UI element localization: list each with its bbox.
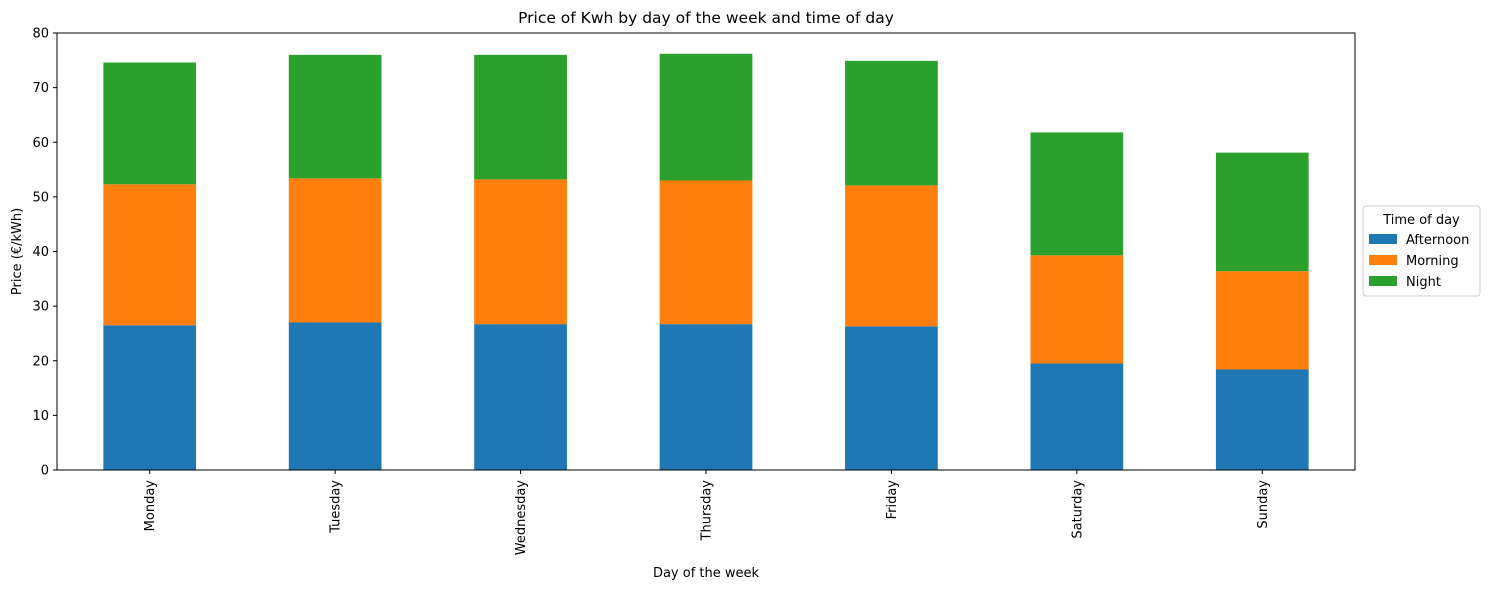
x-tick-label-wednesday: Wednesday: [514, 480, 529, 556]
legend-swatch-night: [1369, 276, 1397, 286]
legend-swatch-morning: [1369, 255, 1397, 265]
y-tick-label: 50: [32, 190, 49, 205]
y-axis-label: Price (€/kWh): [10, 208, 25, 295]
bar-night-saturday: [1030, 132, 1124, 256]
bar-afternoon-tuesday: [288, 322, 382, 470]
y-tick-label: 80: [32, 27, 49, 42]
bar-afternoon-wednesday: [474, 324, 567, 470]
legend-swatch-afternoon: [1369, 234, 1397, 244]
bar-morning-sunday: [1215, 271, 1309, 370]
y-axis: 0 10 20 30 40 50 60 70 80: [32, 27, 57, 479]
bars-layer: [103, 53, 1309, 470]
bar-morning-saturday: [1030, 255, 1124, 364]
x-tick-label-monday: Monday: [143, 480, 158, 532]
bar-night-wednesday: [474, 54, 567, 180]
x-tick-label-tuesday: Tuesday: [329, 480, 344, 534]
bar-morning-wednesday: [474, 179, 567, 325]
bar-morning-thursday: [659, 180, 753, 325]
bar-night-sunday: [1215, 152, 1309, 272]
y-tick-label: 20: [32, 354, 49, 369]
x-axis: Monday Tuesday Wednesday Thursday Friday Satu…: [143, 470, 1271, 555]
chart-title: Price of Kwh by day of the week and time…: [518, 9, 894, 27]
x-axis-label: Day of the week: [653, 566, 760, 581]
bar-afternoon-friday: [845, 326, 938, 470]
bar-night-monday: [103, 62, 197, 185]
y-tick-label: 0: [41, 464, 49, 479]
bar-afternoon-sunday: [1215, 369, 1309, 470]
y-tick-label: 60: [32, 136, 49, 151]
plot-area-frame: [56, 32, 1356, 471]
bar-night-thursday: [659, 53, 753, 181]
y-tick-label: 40: [32, 245, 49, 260]
y-tick-label: 10: [32, 409, 49, 424]
x-tick-label-sunday: Sunday: [1256, 480, 1271, 529]
x-tick-label-saturday: Saturday: [1070, 480, 1085, 539]
bar-afternoon-saturday: [1030, 363, 1124, 470]
bar-night-tuesday: [288, 54, 382, 179]
bar-morning-friday: [845, 185, 938, 327]
y-tick-label: 30: [32, 300, 49, 315]
legend-label-afternoon: Afternoon: [1406, 233, 1469, 248]
bar-night-friday: [845, 60, 938, 186]
bar-morning-monday: [103, 184, 197, 326]
bar-afternoon-monday: [103, 325, 197, 470]
legend: Time of day Afternoon Morning Night: [1362, 205, 1481, 297]
legend-label-night: Night: [1406, 275, 1441, 290]
bar-afternoon-thursday: [659, 324, 753, 470]
y-tick-label: 70: [32, 81, 49, 96]
legend-label-morning: Morning: [1406, 254, 1459, 269]
legend-title: Time of day: [1382, 213, 1460, 228]
legend-frame: [1362, 205, 1481, 297]
x-tick-label-friday: Friday: [885, 480, 900, 520]
x-tick-label-thursday: Thursday: [700, 480, 715, 542]
bar-morning-tuesday: [288, 178, 382, 323]
